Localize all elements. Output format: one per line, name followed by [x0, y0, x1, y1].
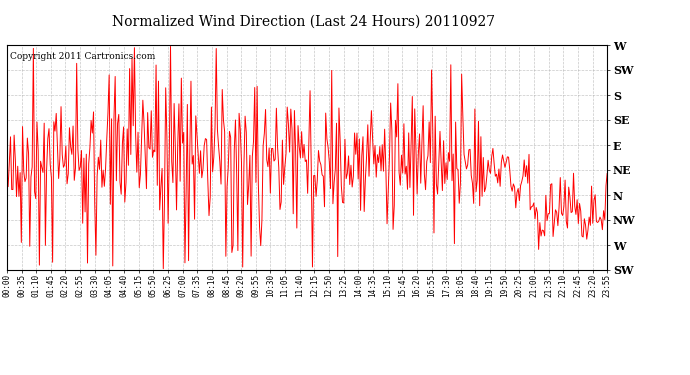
Text: Normalized Wind Direction (Last 24 Hours) 20110927: Normalized Wind Direction (Last 24 Hours…: [112, 15, 495, 29]
Text: Copyright 2011 Cartronics.com: Copyright 2011 Cartronics.com: [10, 52, 155, 61]
